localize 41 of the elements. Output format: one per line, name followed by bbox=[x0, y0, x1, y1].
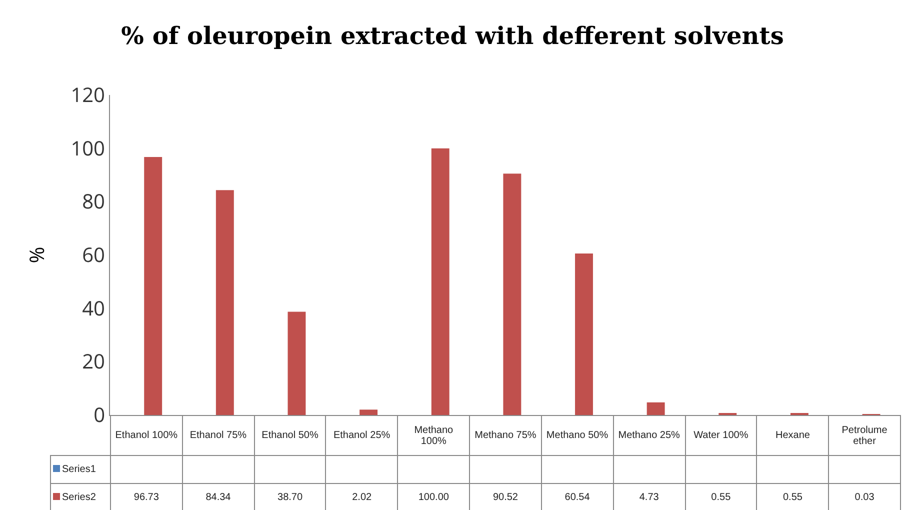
bar bbox=[144, 157, 162, 415]
data-label: 60.54 bbox=[541, 484, 614, 510]
legend-label: Series1 bbox=[50, 456, 110, 484]
x-tick-label: Ethanol 25% bbox=[326, 416, 398, 456]
data-label: 90.52 bbox=[470, 484, 542, 510]
x-tick-label: Ethanol 50% bbox=[254, 416, 326, 456]
x-tick-label: Petrolume ether bbox=[828, 416, 900, 456]
bar bbox=[503, 174, 522, 415]
data-label: 38.70 bbox=[254, 484, 326, 510]
bar bbox=[646, 402, 665, 415]
y-tick-label: 80 bbox=[82, 188, 105, 215]
y-tick-label: 20 bbox=[82, 348, 105, 375]
bar bbox=[288, 312, 306, 415]
bar bbox=[216, 190, 234, 415]
legend-label: Series2 bbox=[50, 484, 110, 510]
y-tick-label: 100 bbox=[70, 134, 105, 162]
bar bbox=[431, 148, 450, 415]
data-label: 100.00 bbox=[398, 484, 470, 510]
y-axis-title: % bbox=[23, 246, 50, 264]
bar bbox=[575, 254, 593, 415]
x-tick-label: Ethanol 75% bbox=[182, 416, 254, 456]
data-label: 0.55 bbox=[756, 484, 829, 510]
bar bbox=[360, 410, 378, 415]
x-tick-label: Ethanol 100% bbox=[110, 416, 182, 456]
x-tick-label: Hexane bbox=[756, 416, 829, 456]
x-tick-label: Methano 75% bbox=[470, 416, 542, 456]
x-tick-label: Methano 25% bbox=[613, 416, 685, 456]
data-label: 0.55 bbox=[685, 484, 757, 510]
data-label: 96.73 bbox=[110, 484, 182, 510]
data-label: 0.03 bbox=[828, 484, 900, 510]
x-tick-label: Water 100% bbox=[685, 416, 757, 456]
y-tick-label: 40 bbox=[82, 294, 105, 322]
y-tick-label: 60 bbox=[82, 241, 105, 268]
data-label: 2.02 bbox=[326, 484, 398, 510]
y-tick-label: 0 bbox=[94, 401, 105, 428]
x-tick-label: Methano 100% bbox=[398, 416, 470, 456]
data-label: 4.73 bbox=[613, 484, 685, 510]
data-label: 84.34 bbox=[182, 484, 254, 510]
y-tick-label: 120 bbox=[70, 81, 105, 108]
chart-title: % of oleuropein extracted with defferent solvents bbox=[121, 21, 784, 50]
x-tick-label: Methano 50% bbox=[541, 416, 614, 456]
